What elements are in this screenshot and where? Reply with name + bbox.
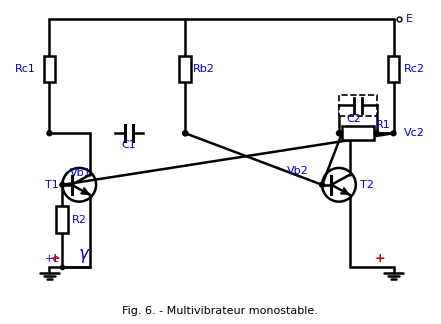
Circle shape (47, 131, 52, 136)
Text: $\gamma$: $\gamma$ (78, 247, 90, 265)
Bar (44, 56, 56, 82)
Text: Vb1: Vb1 (70, 168, 92, 178)
Text: Vc2: Vc2 (404, 128, 424, 138)
Bar (179, 56, 191, 82)
Bar (339, 95, 377, 116)
Circle shape (374, 131, 379, 136)
Circle shape (391, 131, 396, 136)
Text: C1: C1 (121, 140, 136, 150)
Circle shape (60, 182, 65, 187)
Circle shape (183, 131, 188, 136)
Text: T2: T2 (360, 180, 374, 190)
Text: +: + (374, 252, 385, 265)
Text: T1: T1 (45, 180, 58, 190)
Circle shape (183, 131, 188, 136)
Text: Rc1: Rc1 (15, 64, 36, 74)
Text: Rb2: Rb2 (193, 64, 215, 74)
Bar (56, 206, 68, 233)
Text: Fig. 6. - Multivibrateur monostable.: Fig. 6. - Multivibrateur monostable. (122, 306, 318, 316)
Circle shape (336, 131, 341, 136)
Text: +: + (50, 252, 61, 265)
Text: R2: R2 (72, 214, 87, 225)
Circle shape (320, 182, 325, 187)
Text: R1: R1 (376, 120, 390, 130)
Bar (342, 126, 374, 140)
Text: E: E (405, 14, 412, 24)
Text: C2: C2 (347, 114, 361, 124)
Bar (388, 56, 400, 82)
Text: Vb2: Vb2 (287, 166, 308, 176)
Text: +e: +e (45, 254, 60, 264)
Text: Rc2: Rc2 (404, 64, 424, 74)
